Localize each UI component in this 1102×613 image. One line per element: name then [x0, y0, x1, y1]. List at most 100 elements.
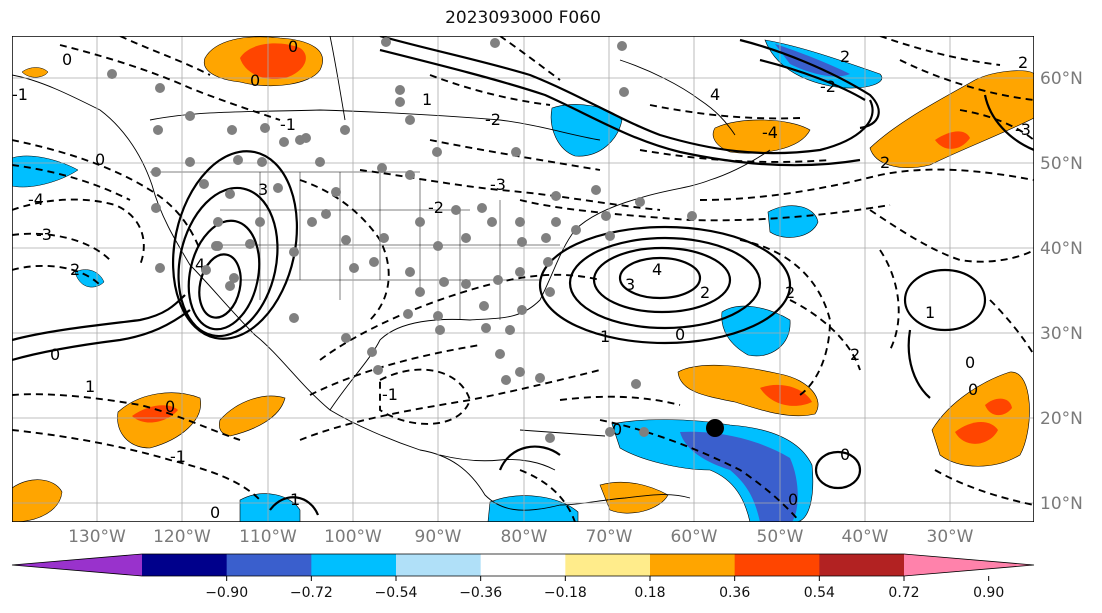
- colorbar-extension-min: [12, 554, 142, 576]
- colorbar-segment: [734, 554, 820, 576]
- colorbar-segment: [142, 554, 228, 576]
- negative-anomaly-area: [487, 495, 579, 522]
- lon-label: 90°W: [415, 527, 462, 547]
- map-title: 2023093000 F060: [445, 8, 601, 28]
- contour-label: 3: [258, 180, 268, 199]
- moderate-negative-anomaly-area: [680, 431, 798, 522]
- contour-label: -1: [382, 385, 398, 404]
- contour-label: 3: [625, 275, 635, 294]
- negative-anomaly-area: [12, 155, 79, 188]
- contour-label: 0: [210, 503, 220, 522]
- contour-label: 1: [85, 377, 95, 396]
- contour-labels: 0 -1 -4 -3 2 0 1 0 -1 4 3 -1 -3 -2 -2 1 …: [12, 37, 1031, 522]
- colorbar-segment: [565, 554, 651, 576]
- contour-label: 0: [840, 445, 850, 464]
- negative-anomaly-area: [721, 305, 791, 357]
- map-panel: 0 -1 -4 -3 2 0 1 0 -1 4 3 -1 -3 -2 -2 1 …: [12, 36, 1034, 522]
- contour-label: 0: [95, 150, 105, 169]
- lat-label: 40°N: [1040, 239, 1083, 259]
- colorbar-tick-label: 0.90: [973, 585, 1004, 601]
- moderate-negative-anomaly-area: [775, 44, 850, 77]
- colorbar: −0.90 −0.72 −0.54 −0.36 −0.18 0.18 0.36 0.54 0.7…: [11, 553, 1035, 601]
- positive-anomaly-area: [931, 371, 1030, 467]
- lat-label: 60°N: [1040, 69, 1083, 89]
- contour-label: -3: [1015, 120, 1031, 139]
- lon-label: 100°W: [324, 527, 382, 547]
- positive-anomaly-area: [21, 67, 49, 78]
- lat-label: 20°N: [1040, 409, 1083, 429]
- lon-label: 110°W: [239, 527, 297, 547]
- contour-label: 0: [165, 397, 175, 416]
- contour-label: -3: [490, 175, 506, 194]
- colorbar-tick-label: −0.72: [290, 585, 333, 601]
- contour-label: 2: [850, 345, 860, 364]
- lon-label: 30°W: [927, 527, 974, 547]
- contour-label: 0: [288, 37, 298, 56]
- lon-label: 120°W: [153, 527, 211, 547]
- colorbar-tick-label: 0.18: [634, 585, 665, 601]
- colorbar-outline: [11, 553, 1035, 577]
- positive-anomaly-area: [12, 479, 63, 522]
- colorbar-segment: [226, 554, 312, 576]
- lon-label: 50°W: [757, 527, 804, 547]
- graticule: [12, 36, 1034, 522]
- contour-label: 2: [1018, 53, 1028, 72]
- contour-label: -1: [170, 447, 186, 466]
- contour-label: 0: [965, 353, 975, 372]
- contour-label: 0: [250, 71, 260, 90]
- colorbar-segment: [819, 554, 905, 576]
- contour-label: 1: [290, 490, 300, 509]
- contour-label: -2: [428, 198, 444, 217]
- contour-label: -1: [280, 115, 296, 134]
- lon-label: 40°W: [842, 527, 889, 547]
- colorbar-tick-label: −0.90: [205, 585, 248, 601]
- contour-label: 0: [968, 380, 978, 399]
- contour-label: 0: [50, 345, 60, 364]
- colorbar-extension-max: [904, 554, 1034, 576]
- lat-label: 10°N: [1040, 494, 1083, 514]
- colorbar-tick-label: 0.54: [804, 585, 835, 601]
- contour-label: 4: [710, 85, 720, 104]
- negative-contours: [12, 36, 1034, 522]
- colorbar-segment: [311, 554, 397, 576]
- contour-label: -4: [762, 123, 778, 142]
- strong-positive-anomaly-area: [240, 43, 306, 80]
- colorbar-segment: [650, 554, 736, 576]
- positive-anomaly-area: [712, 119, 811, 154]
- contour-label: 2: [70, 260, 80, 279]
- positive-anomaly-area: [869, 70, 1034, 168]
- contour-label: 0: [612, 420, 622, 439]
- contour-label: -4: [28, 190, 44, 209]
- colorbar-tick-label: −0.54: [375, 585, 418, 601]
- contour-label: 2: [840, 47, 850, 66]
- strong-positive-anomaly-area: [760, 384, 812, 406]
- lon-label: 130°W: [68, 527, 126, 547]
- storm-position-marker: [706, 419, 724, 437]
- strong-positive-anomaly-area: [985, 398, 1012, 416]
- shading-layer: [12, 36, 1034, 522]
- colorbar-tick-label: 0.72: [888, 585, 919, 601]
- colorbar-tick-label: −0.18: [544, 585, 587, 601]
- longitude-labels: 130°W 120°W 110°W 100°W 90°W 80°W 70°W 6…: [68, 527, 974, 547]
- station-dots: [107, 37, 697, 443]
- colorbar-tick-label: −0.36: [459, 585, 502, 601]
- contour-label: -1: [12, 85, 28, 104]
- contour-label: 4: [652, 260, 662, 279]
- contour-label: -3: [36, 225, 52, 244]
- contour-label: -2: [485, 110, 501, 129]
- latitude-labels: 60°N 50°N 40°N 30°N 20°N 10°N: [1040, 69, 1083, 514]
- lon-label: 60°W: [671, 527, 718, 547]
- lat-label: 50°N: [1040, 154, 1083, 174]
- contour-label: 0: [62, 50, 72, 69]
- contour-label: 1: [600, 327, 610, 346]
- contour-label: 2: [880, 153, 890, 172]
- positive-contours: [12, 36, 1034, 516]
- lon-label: 80°W: [501, 527, 548, 547]
- contour-label: 0: [675, 325, 685, 344]
- contour-label: 4: [195, 255, 205, 274]
- contour-label: 1: [422, 90, 432, 109]
- contour-label: 2: [785, 283, 795, 302]
- colorbar-segment: [396, 554, 482, 576]
- coastlines: [12, 36, 771, 511]
